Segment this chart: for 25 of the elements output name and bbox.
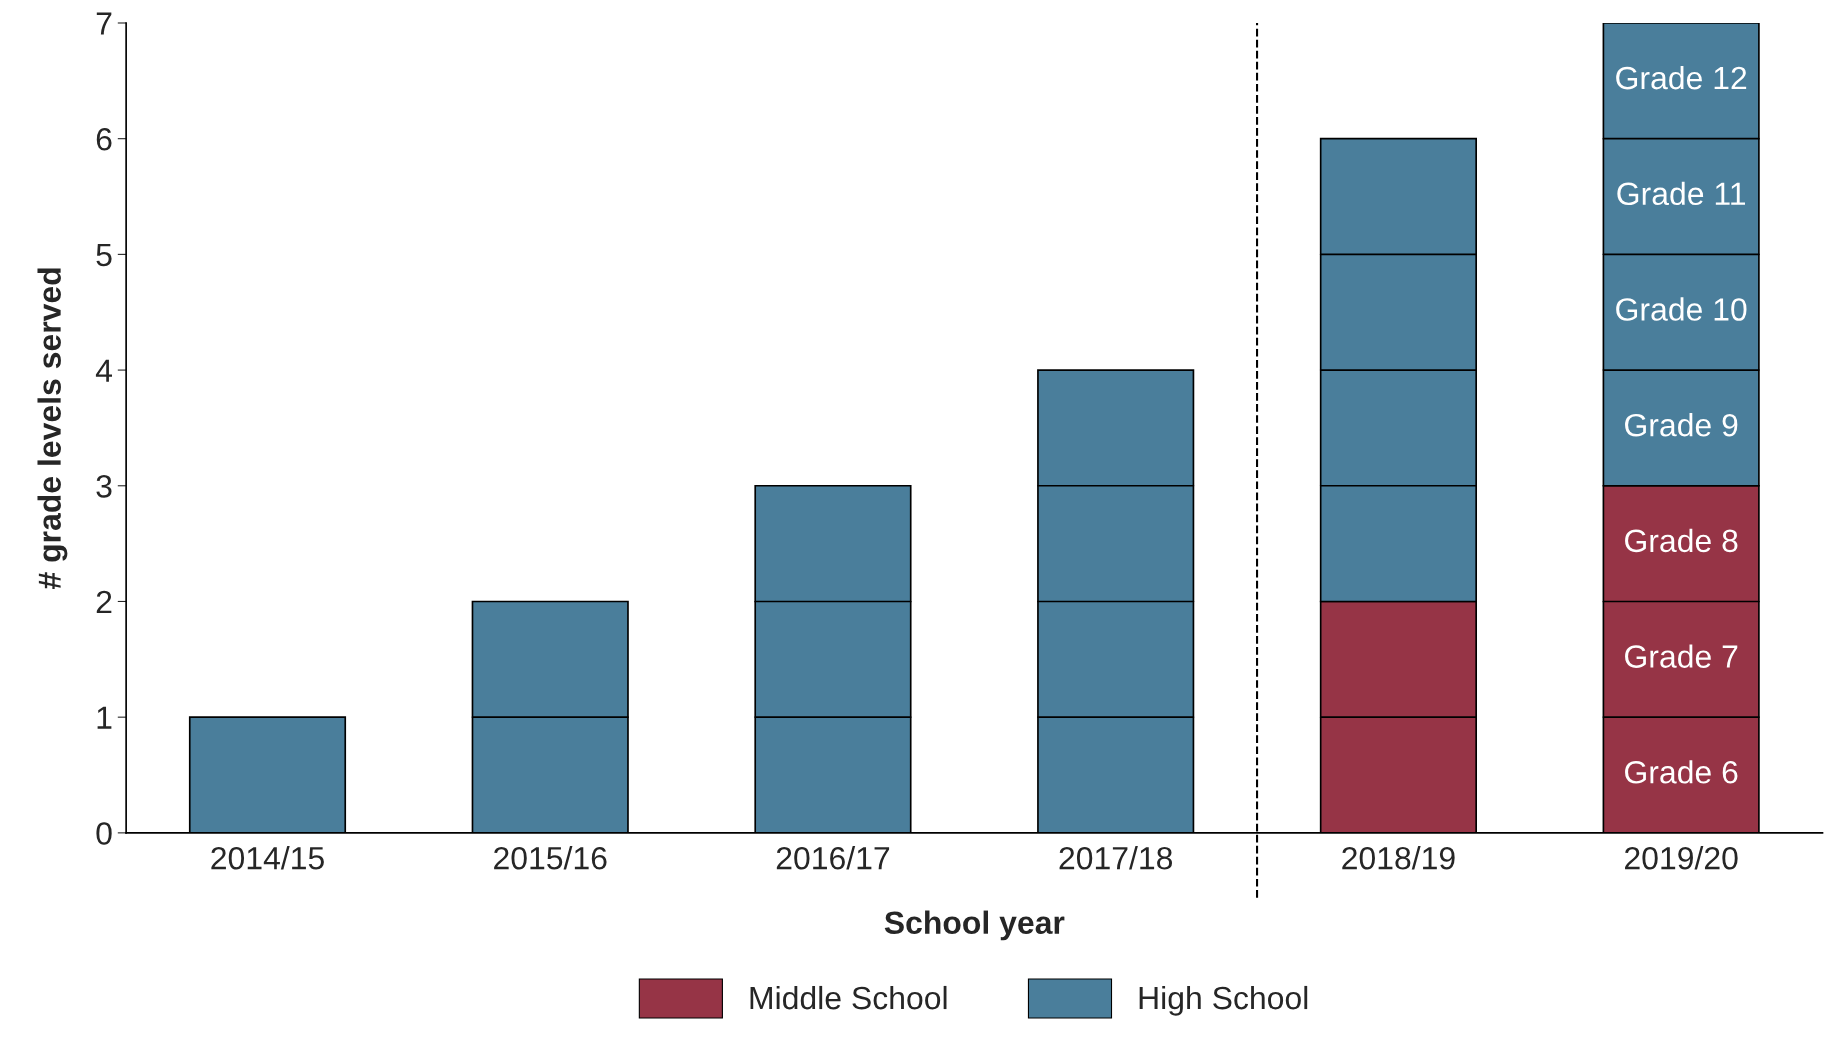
- y-tick-label: 7: [96, 12, 112, 35]
- legend-label: Middle School: [750, 985, 947, 1010]
- annotation: Grade 6: [1625, 760, 1738, 784]
- y-tick-label: 5: [96, 243, 112, 267]
- x-tick-label: 2019/20: [1625, 846, 1738, 870]
- x-tick-label: 2015/16: [494, 846, 607, 870]
- y-tick-label: 2: [96, 590, 112, 614]
- y-axis-title: # grade levels served: [37, 268, 68, 589]
- annotation: Grade 11: [1617, 181, 1746, 206]
- y-tick-label: 4: [95, 359, 112, 382]
- annotation: Grade 9: [1625, 413, 1738, 437]
- y-tick-label: 0: [96, 822, 112, 845]
- annotation: Grade 12: [1616, 65, 1747, 90]
- annotation: Grade 10: [1616, 297, 1747, 321]
- annotation: Grade 8: [1625, 528, 1738, 553]
- legend-label: High School: [1139, 985, 1308, 1016]
- x-tick-label: 2017/18: [1059, 846, 1173, 870]
- x-axis-title: School year: [884, 910, 1065, 941]
- y-tick-label: 6: [96, 127, 112, 151]
- x-tick-label: 2014/15: [211, 846, 324, 870]
- y-tick-label: 3: [96, 475, 112, 498]
- x-tick-label: 2016/17: [776, 846, 890, 870]
- y-tick-label: 1: [97, 706, 112, 729]
- x-tick-label: 2018/19: [1342, 846, 1455, 870]
- annotation: Grade 7: [1625, 644, 1738, 668]
